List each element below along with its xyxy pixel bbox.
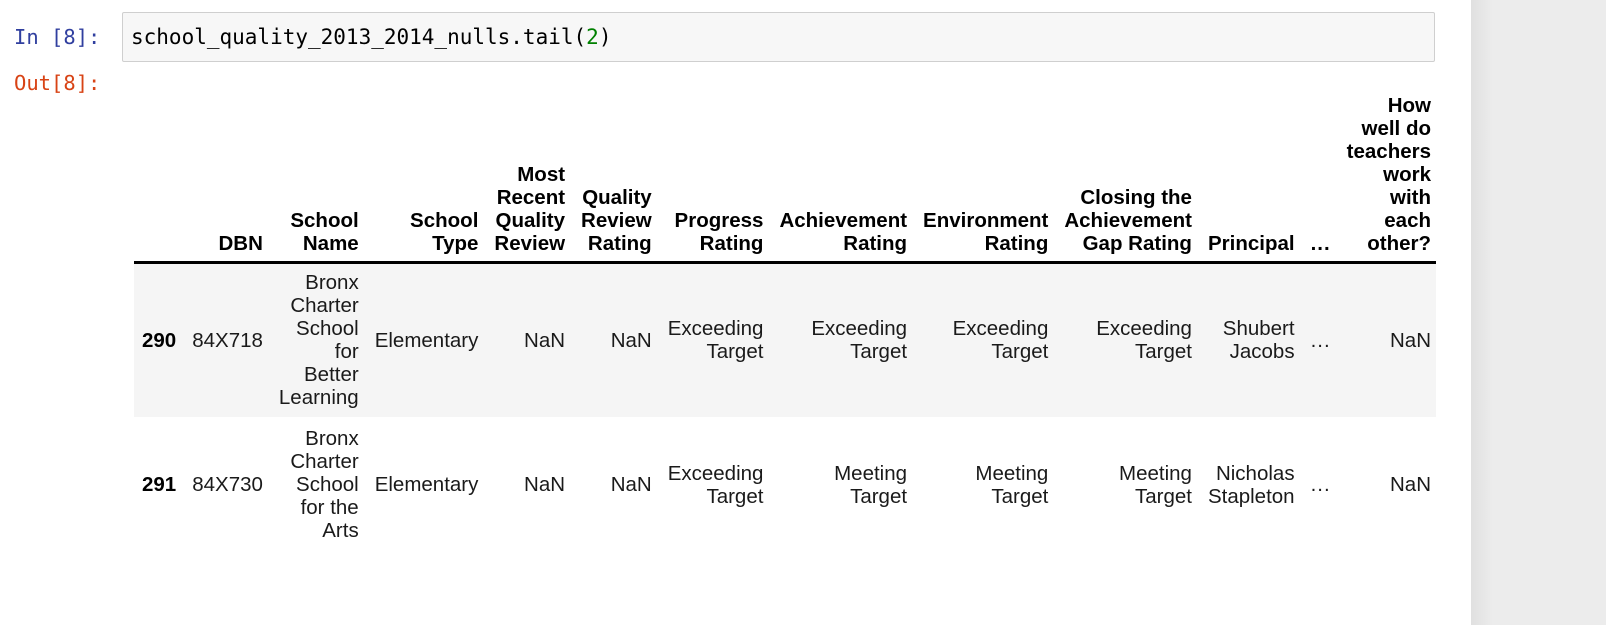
cell-teacher-collaboration: NaN xyxy=(1389,328,1431,352)
code-closing-paren: ) xyxy=(598,25,612,49)
cell-environment-rating: Meeting Target xyxy=(975,461,1049,508)
code-numeric-literal: 2 xyxy=(586,25,599,49)
cell-most-recent-quality-review: NaN xyxy=(524,473,566,496)
cell-progress-rating: Exceeding Target xyxy=(667,317,764,364)
cell-progress-rating: Exceeding Target xyxy=(667,461,764,508)
column-header-progress-rating[interactable]: Progress Rating xyxy=(674,208,764,255)
input-prompt-label: In [8]: xyxy=(14,25,101,49)
output-prompt-label: Out[8]: xyxy=(14,71,101,95)
column-header-teacher-collaboration[interactable]: How well do teachers work with each othe… xyxy=(1346,93,1432,255)
code-source-text[interactable]: school_quality_2013_2014_nulls.tail(2) xyxy=(131,24,611,50)
cell-school-type: Elementary xyxy=(374,473,479,496)
column-header-closing-achievement-gap-rating[interactable]: Closing the Achievement Gap Rating xyxy=(1064,185,1192,255)
cell-closing-achievement-gap-rating: Meeting Target xyxy=(1119,461,1192,508)
dataframe-header-row: DBN School Name School Type Most Recent … xyxy=(134,90,1436,262)
page-edge-shadow xyxy=(1471,0,1493,625)
cell-school-type: Elementary xyxy=(374,328,479,352)
row-index-label: 290 xyxy=(142,328,177,352)
cell-school-name: Bronx Charter School for the Arts xyxy=(290,427,359,542)
cell-teacher-collaboration: NaN xyxy=(1389,473,1431,496)
cell-school-name: Bronx Charter School for Better Learning xyxy=(278,271,359,410)
cell-achievement-rating: Meeting Target xyxy=(834,461,908,508)
table-row[interactable]: 290 84X718 Bronx Charter School for Bett… xyxy=(134,262,1436,417)
dataframe-scroll-container[interactable]: DBN School Name School Type Most Recent … xyxy=(0,90,1436,560)
cell-ellipsis: ... xyxy=(1310,328,1331,352)
cell-dbn: 84X730 xyxy=(192,473,263,496)
row-index-label: 291 xyxy=(142,473,177,496)
cell-environment-rating: Exceeding Target xyxy=(952,317,1049,364)
column-header-environment-rating[interactable]: Environment Rating xyxy=(923,208,1049,255)
notebook-content-area: In [8]: school_quality_2013_2014_nulls.t… xyxy=(0,0,1471,625)
column-header-most-recent-quality-review[interactable]: Most Recent Quality Review xyxy=(494,162,566,255)
cell-principal: Nicholas Stapleton xyxy=(1207,461,1295,508)
column-header-ellipsis: ... xyxy=(1310,231,1331,255)
cell-closing-achievement-gap-rating: Exceeding Target xyxy=(1096,317,1192,364)
cell-achievement-rating: Exceeding Target xyxy=(811,317,908,364)
code-editor-box[interactable]: school_quality_2013_2014_nulls.tail(2) xyxy=(122,12,1435,62)
cell-quality-review-rating: NaN xyxy=(610,473,652,496)
column-header-dbn[interactable]: DBN xyxy=(218,231,263,255)
column-header-quality-review-rating[interactable]: Quality Review Rating xyxy=(581,185,652,255)
cell-dbn: 84X718 xyxy=(192,328,263,352)
code-expression: school_quality_2013_2014_nulls.tail( xyxy=(131,25,587,49)
cell-most-recent-quality-review: NaN xyxy=(524,328,566,352)
dataframe-table: DBN School Name School Type Most Recent … xyxy=(134,90,1436,552)
cell-quality-review-rating: NaN xyxy=(610,328,652,352)
column-header-school-type[interactable]: School Type xyxy=(410,208,479,255)
cell-ellipsis: ... xyxy=(1310,473,1331,496)
column-header-principal[interactable]: Principal xyxy=(1207,231,1295,255)
code-cell-input[interactable]: In [8]: school_quality_2013_2014_nulls.t… xyxy=(0,12,1471,62)
dataframe-header: DBN School Name School Type Most Recent … xyxy=(134,90,1436,262)
table-row[interactable]: 291 84X730 Bronx Charter School for the … xyxy=(134,417,1436,552)
column-header-index[interactable] xyxy=(134,90,184,262)
column-header-school-name[interactable]: School Name xyxy=(290,208,359,255)
dataframe-body: 290 84X718 Bronx Charter School for Bett… xyxy=(134,262,1436,552)
column-header-achievement-rating[interactable]: Achievement Rating xyxy=(779,208,908,255)
cell-principal: Shubert Jacobs xyxy=(1222,317,1295,364)
